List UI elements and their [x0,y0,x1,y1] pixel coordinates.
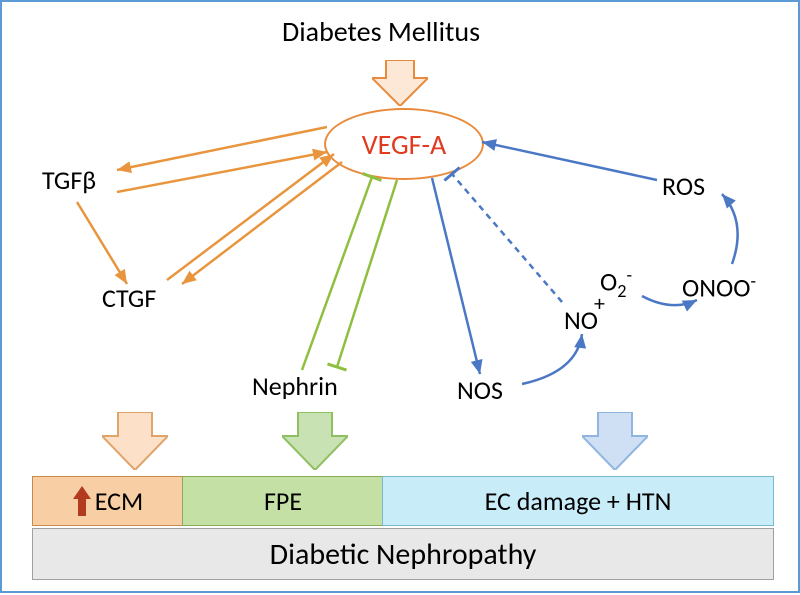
dn-box: Diabetic Nephropathy [32,528,774,580]
ec-box: EC damage + HTN [382,476,774,526]
tgfb-label: TGFβ [42,164,96,196]
vegf-node: VEGF-A [324,108,484,180]
block-arrow-ec [582,412,648,470]
dn-label: Diabetic Nephropathy [270,536,537,573]
ec-label: EC damage + HTN [485,485,672,517]
up-arrow-icon [73,486,91,516]
diabetes-title: Diabetes Mellitus [282,14,480,49]
fpe-box: FPE [182,476,384,526]
nos-label: NOS [457,374,503,406]
block-arrow-ecm [102,412,168,470]
ctgf-label: CTGF [102,282,156,314]
block-arrow-top [372,60,428,106]
vegf-label: VEGF-A [362,127,447,162]
onoo-label: ONOO- [682,270,756,304]
block-arrow-fpe [282,412,348,470]
fpe-label: FPE [264,485,302,517]
o2-label: O2- [600,264,632,302]
ros-label: ROS [662,170,705,202]
ecm-label: ECM [95,485,143,517]
no-label: NO [564,304,598,336]
nephrin-label: Nephrin [252,370,338,402]
ecm-box: ECM [32,476,184,526]
